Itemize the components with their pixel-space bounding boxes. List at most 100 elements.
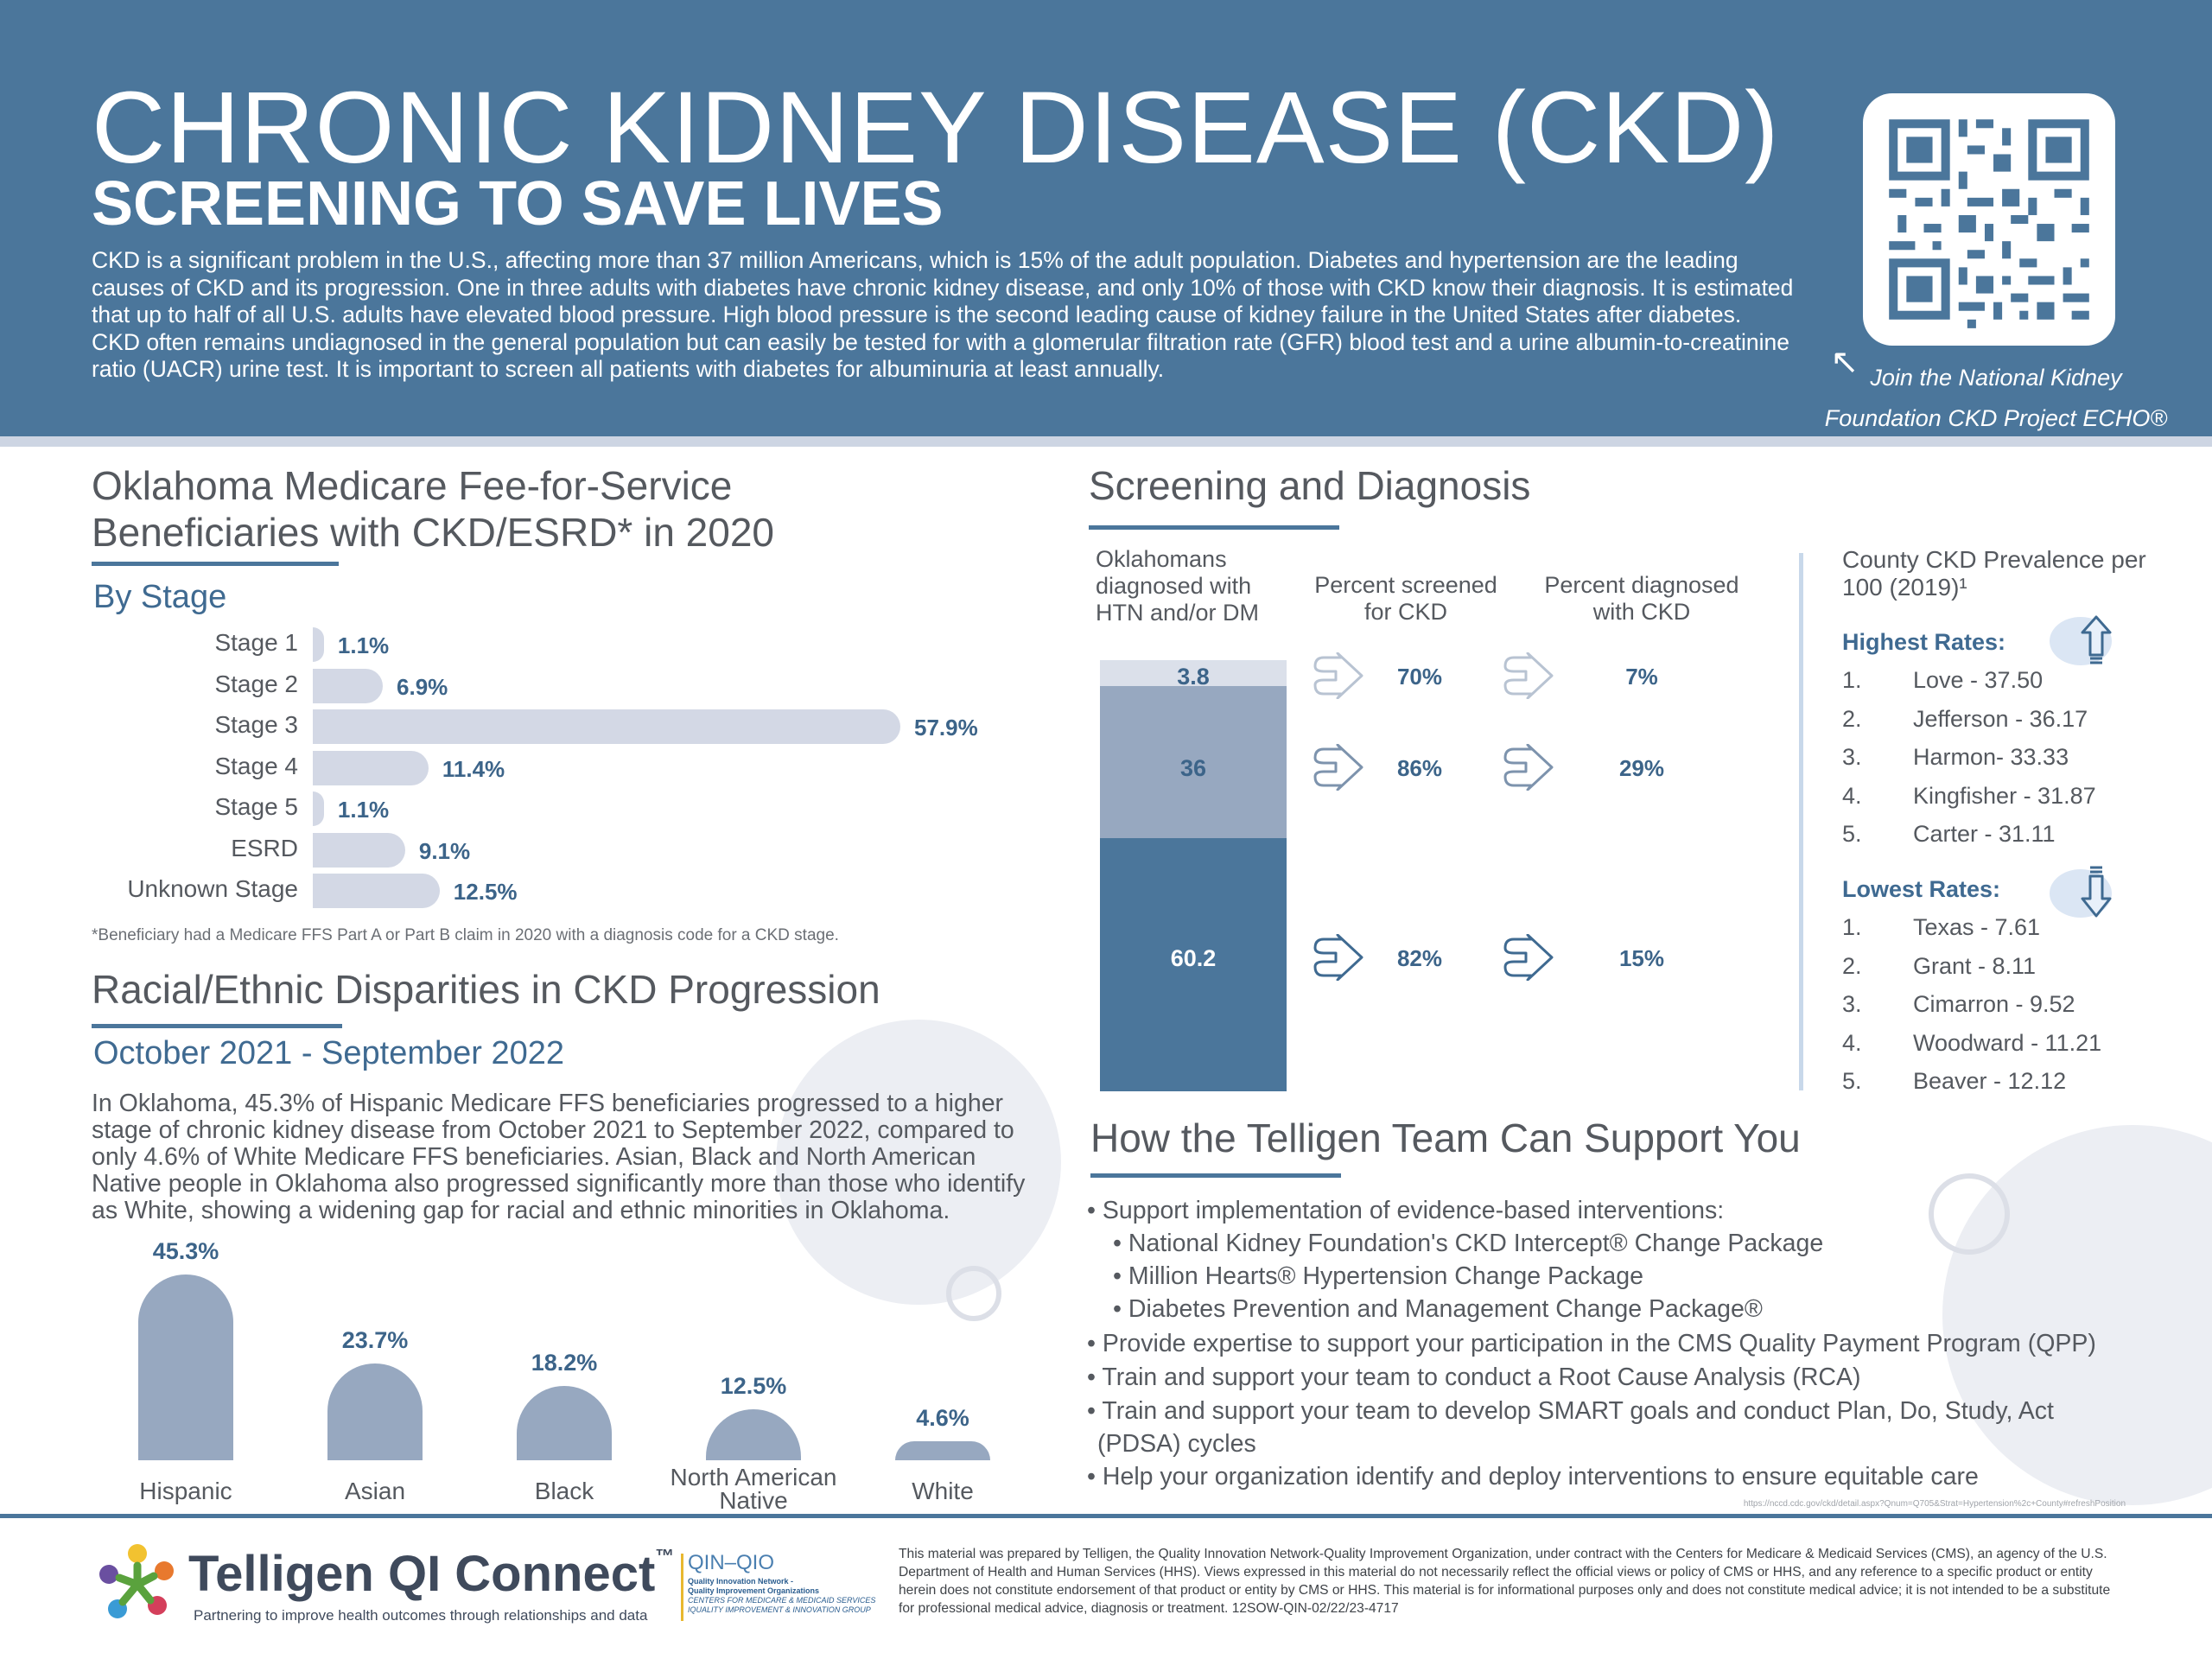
stage-label: Stage 5 (214, 793, 298, 820)
stage-value: 1.1% (337, 797, 390, 823)
stage-title-line-2: Beneficiaries with CKD/ESRD* in 2020 (92, 510, 775, 555)
race-bar (138, 1274, 233, 1460)
decorative-circle (776, 1020, 1061, 1305)
logo-trademark: ™ (655, 1545, 675, 1567)
qr-caption-line-2: Foundation CKD Project ECHO® (1824, 405, 2168, 431)
county-name: Jefferson - 36.17 (1913, 705, 2088, 732)
stacked-segment-value: 3.8 (1177, 664, 1210, 690)
stage-bar (313, 832, 405, 868)
page-title: CHRONIC KIDNEY DISEASE (CKD) (92, 71, 1780, 185)
stage-bar (313, 791, 324, 826)
stage-bar (313, 709, 900, 744)
right-arrow-icon (1313, 934, 1363, 981)
county-row: 4. Kingfisher - 31.87 (1842, 783, 2171, 817)
race-title-rule (92, 1024, 342, 1028)
race-bar (706, 1408, 801, 1460)
county-name: Woodward - 11.21 (1913, 1029, 2102, 1056)
screening-col-3-head: Percent diagnosed with CKD (1544, 572, 1739, 625)
stage-subtitle: By Stage (93, 579, 227, 615)
footer-rule (0, 1514, 2212, 1518)
county-name: Grant - 8.11 (1913, 952, 2037, 979)
support-title-rule (1090, 1173, 1341, 1178)
decorative-ring (946, 1266, 1001, 1321)
race-value: 18.2% (531, 1349, 598, 1376)
support-item: • Help your organization identify and de… (1087, 1463, 1979, 1491)
support-item: • Million Hearts® Hypertension Change Pa… (1113, 1262, 1643, 1290)
percent-diagnosed: 7% (1625, 664, 1658, 690)
stage-bar (313, 874, 440, 908)
qr-code-icon (1889, 119, 2089, 328)
county-row: 3. Cimarron - 9.52 (1842, 991, 2171, 1026)
right-arrow-icon (1503, 934, 1554, 981)
stacked-segment (1100, 686, 1287, 838)
race-subtitle: October 2021 - September 2022 (93, 1035, 565, 1071)
race-value: 45.3% (152, 1238, 219, 1264)
screening-title-rule (1089, 525, 1339, 530)
qin-divider (681, 1554, 683, 1621)
right-arrow-icon (1503, 744, 1554, 791)
county-name: Love - 37.50 (1913, 667, 2044, 693)
stage-bar (313, 627, 324, 662)
stacked-segment (1100, 660, 1287, 686)
stage-section-title: Oklahoma Medicare Fee-for-Service Benefi… (92, 462, 774, 556)
county-rank: 3. (1842, 991, 1862, 1017)
stage-title-line-1: Oklahoma Medicare Fee-for-Service (92, 463, 733, 508)
qin-qio-label: QIN–QIO (688, 1551, 775, 1574)
stacked-segment-value: 36 (1179, 755, 1207, 781)
race-value: 23.7% (341, 1326, 409, 1353)
race-bar (895, 1441, 990, 1460)
stage-value: 11.4% (442, 755, 505, 782)
support-item: • National Kidney Foundation's CKD Inter… (1113, 1230, 1824, 1257)
qr-caption: Join the National Kidney Foundation CKD … (1815, 358, 2177, 439)
highest-rates-title: Highest Rates: (1842, 629, 2006, 655)
screening-title: Screening and Diagnosis (1089, 463, 1531, 508)
county-name: Kingfisher - 31.87 (1913, 782, 2096, 809)
county-rank: 2. (1842, 952, 1862, 979)
race-bar (517, 1385, 612, 1460)
qr-code[interactable] (1863, 93, 2115, 346)
county-row: 2. Grant - 8.11 (1842, 953, 2171, 988)
logo-name: Telligen QI Connect (188, 1546, 656, 1602)
percent-diagnosed: 29% (1618, 755, 1665, 781)
support-item: • Diabetes Prevention and Management Cha… (1113, 1295, 1763, 1323)
county-rank: 5. (1842, 821, 1862, 847)
support-title: How the Telligen Team Can Support You (1090, 1116, 1801, 1160)
county-row: 2. Jefferson - 36.17 (1842, 706, 2171, 741)
stacked-segment-value: 60.2 (1170, 945, 1217, 971)
support-item: • Provide expertise to support your part… (1087, 1330, 2096, 1357)
screening-col-1-head: Oklahomans diagnosed with HTN and/or DM (1096, 546, 1260, 626)
race-label: Black (534, 1478, 594, 1504)
qin-sub-4: IQUALITY IMPROVEMENT & INNOVATION GROUP (688, 1605, 871, 1614)
telligen-logo-icon (93, 1540, 181, 1628)
page-subtitle: SCREENING TO SAVE LIVES (92, 169, 944, 238)
up-arrow-icon (2048, 613, 2120, 669)
stage-label: Stage 3 (214, 711, 298, 738)
source-url[interactable]: https://nccd.cdc.gov/ckd/detail.aspx?Qnu… (1743, 1499, 2126, 1509)
county-row: 4. Woodward - 11.21 (1842, 1030, 2171, 1065)
vertical-divider (1799, 553, 1803, 1090)
race-label: Asian (344, 1478, 406, 1504)
race-label: North American Native (670, 1464, 837, 1514)
qin-sub-1: Quality Innovation Network - (688, 1577, 794, 1586)
race-label: Hispanic (139, 1478, 232, 1504)
down-arrow-icon (2048, 862, 2120, 923)
stage-label: Stage 1 (214, 629, 298, 656)
county-rank: 5. (1842, 1068, 1862, 1094)
county-name: Cimarron - 9.52 (1913, 991, 2075, 1017)
stage-value: 6.9% (397, 673, 448, 700)
percent-screened: 86% (1396, 755, 1443, 781)
percent-screened: 82% (1396, 945, 1443, 971)
county-name: Carter - 31.11 (1913, 821, 2056, 847)
stage-label: ESRD (231, 834, 298, 861)
qin-sub-2: Quality Improvement Organizations (688, 1586, 820, 1595)
county-rank: 4. (1842, 1029, 1862, 1056)
stage-value: 1.1% (337, 632, 390, 658)
stage-label: Stage 4 (214, 752, 298, 779)
stage-label: Stage 2 (214, 670, 298, 697)
race-label: White (912, 1478, 974, 1504)
county-title: County CKD Prevalence per 100 (2019)¹ (1842, 546, 2146, 601)
stage-label: Unknown Stage (127, 875, 298, 902)
county-name: Harmon- 33.33 (1913, 744, 2069, 770)
support-item: • Train and support your team to develop… (1087, 1397, 2054, 1425)
qin-sub-3: CENTERS FOR MEDICARE & MEDICAID SERVICES (688, 1596, 876, 1605)
